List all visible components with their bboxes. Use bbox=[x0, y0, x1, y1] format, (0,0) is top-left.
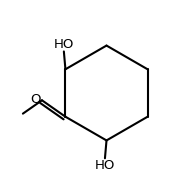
Text: HO: HO bbox=[54, 38, 74, 51]
Text: O: O bbox=[30, 93, 40, 106]
Text: HO: HO bbox=[95, 159, 115, 171]
